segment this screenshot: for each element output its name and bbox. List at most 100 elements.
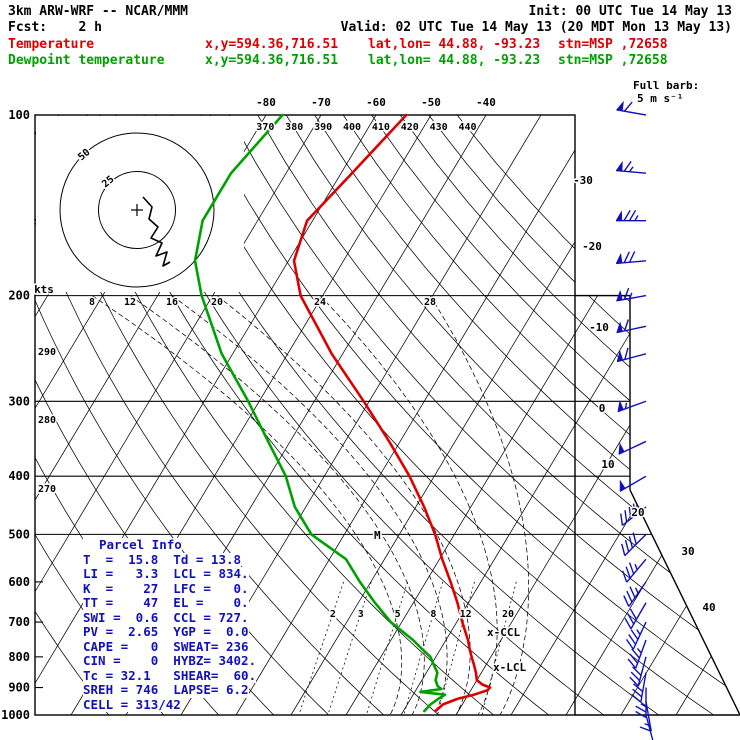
isotherm-line (455, 115, 740, 715)
dry-adiabat-top-label: 390 (314, 122, 332, 133)
moist-adiabat-label: 28 (424, 297, 436, 308)
parcel-info-line: T = 15.8 Td = 13.8 (83, 551, 242, 567)
dewpoint-curve (193, 113, 447, 713)
mixing-ratio-line (481, 581, 517, 715)
level-annotation: x-CCL (487, 626, 520, 639)
wind-barb (620, 503, 647, 526)
pressure-axis-label: 500 (8, 527, 30, 541)
isotherm-right-label: 20 (631, 506, 644, 519)
isotherm-top-label: -40 (476, 96, 496, 109)
dry-adiabat-line (371, 115, 740, 715)
moist-adiabat-line (171, 295, 448, 715)
isotherm-top-label: -80 (256, 96, 276, 109)
isotherm-top-label: -70 (311, 96, 331, 109)
moist-adiabat-label: 16 (166, 297, 178, 308)
dewpoint-station: stn=MSP ,72658 (558, 53, 668, 68)
mixing-ratio-label: 12 (460, 609, 472, 620)
barb-legend-title: Full barb: (633, 79, 700, 92)
parcel-info-line: TT = 47 EL = 0. (83, 595, 249, 611)
dry-adiabat-top-label: 410 (372, 122, 390, 133)
pressure-axis-label: 600 (8, 575, 30, 589)
moist-adiabat-label: 24 (314, 297, 326, 308)
isotherm-line (675, 115, 740, 715)
parcel-info-line: CAPE = 0 SWEAT= 236 (83, 638, 249, 654)
level-annotation: x-LCL (493, 661, 526, 674)
pressure-axis-label: 700 (8, 615, 30, 629)
moist-adiabat-line (91, 295, 403, 715)
isotherm-line (345, 115, 707, 715)
isotherm-line (400, 115, 740, 715)
wind-barb (625, 621, 647, 650)
border-layer (34, 114, 740, 716)
dry-adiabat-left-label: 270 (38, 484, 56, 495)
dry-adiabat-left-label: 290 (38, 347, 56, 358)
mixing-ratio-label: 5 (395, 609, 401, 620)
isotherm-right-label: 10 (601, 458, 614, 471)
wind-barb (639, 701, 652, 732)
isotherm-line (35, 115, 322, 715)
wind-barb (622, 558, 647, 583)
pressure-axis-label: 300 (8, 394, 30, 408)
isotherm-right-label: -30 (573, 174, 593, 187)
wind-barb (635, 687, 647, 719)
pressure-axis-label: 100 (8, 108, 30, 122)
temperature-station: stn=MSP ,72658 (558, 37, 668, 52)
pressure-axis-label: 900 (8, 681, 30, 695)
pressure-grid-layer (35, 295, 652, 689)
parcel-info-title: Parcel Info (83, 537, 182, 553)
parcel-info-line: LI = 3.3 LCL = 834. (83, 566, 249, 582)
parcel-info-line: Tc = 32.1 SHEAR= 60. (83, 667, 257, 683)
moist-adiabat-line (129, 295, 425, 715)
isotherm-top-label: -60 (366, 96, 386, 109)
dry-adiabat-line (228, 115, 740, 715)
parcel-info-line: SWI = 0.6 CCL = 727. (83, 609, 249, 625)
mixing-ratio-label: 2 (330, 609, 336, 620)
mixing-ratio-line (327, 581, 372, 715)
hodograph-inset (36, 116, 244, 292)
mixing-ratio-label: 20 (502, 609, 514, 620)
parcel-info-line: SREH = 746 LAPSE= 6.2 (83, 682, 249, 698)
dry-adiabat-top-label: 440 (459, 122, 477, 133)
dry-adiabat-line (200, 115, 740, 715)
isotherm-top-label: -50 (421, 96, 441, 109)
level-annotation: M (374, 529, 381, 542)
isotherm-line (620, 115, 740, 715)
dry-adiabat-line (342, 115, 740, 715)
dry-adiabat-line (171, 115, 714, 715)
parcel-info-line: CIN = 0 HYBZ= 3402. (83, 653, 257, 669)
isotherm-line (510, 115, 740, 715)
isotherm-line (290, 115, 652, 715)
wind-barb (621, 532, 647, 557)
wind-barb (616, 319, 647, 334)
pressure-axis-label: 200 (8, 289, 30, 303)
moist-adiabat-line (319, 295, 498, 715)
mixing-ratio-label: 3 (358, 609, 364, 620)
dry-adiabat-line (35, 115, 439, 715)
wind-barb (616, 287, 647, 302)
wind-barb (627, 639, 647, 669)
moist-adiabat-line (429, 295, 530, 715)
mixing-ratio-line (298, 581, 344, 715)
wind-barb (615, 251, 647, 265)
temperature-curve (292, 113, 492, 713)
dewpoint-latlon: lat,lon= 44.88, -93.23 (368, 53, 541, 68)
pressure-axis-label: 800 (8, 650, 30, 664)
dry-adiabat-line (143, 115, 659, 715)
dry-adiabat-line (285, 115, 740, 715)
dry-adiabat-line (35, 115, 109, 715)
pressure-axis-label: 400 (8, 469, 30, 483)
wind-barb (624, 602, 647, 630)
hodograph-units-label: kts (34, 283, 54, 296)
dewpoint-xy: x,y=594.36,716.51 (205, 53, 339, 68)
hodograph-trace (142, 196, 171, 267)
isotherm-right-label: 40 (702, 601, 715, 614)
dry-adiabat-left-label: 280 (38, 415, 56, 426)
dry-adiabat-top-label: 420 (401, 122, 419, 133)
valid-time: Valid: 02 UTC Tue 14 May 13 (20 MDT Mon … (340, 20, 732, 35)
dry-adiabat-line (114, 115, 604, 715)
wind-barb (645, 714, 654, 740)
dry-adiabat-top-label: 430 (430, 122, 448, 133)
